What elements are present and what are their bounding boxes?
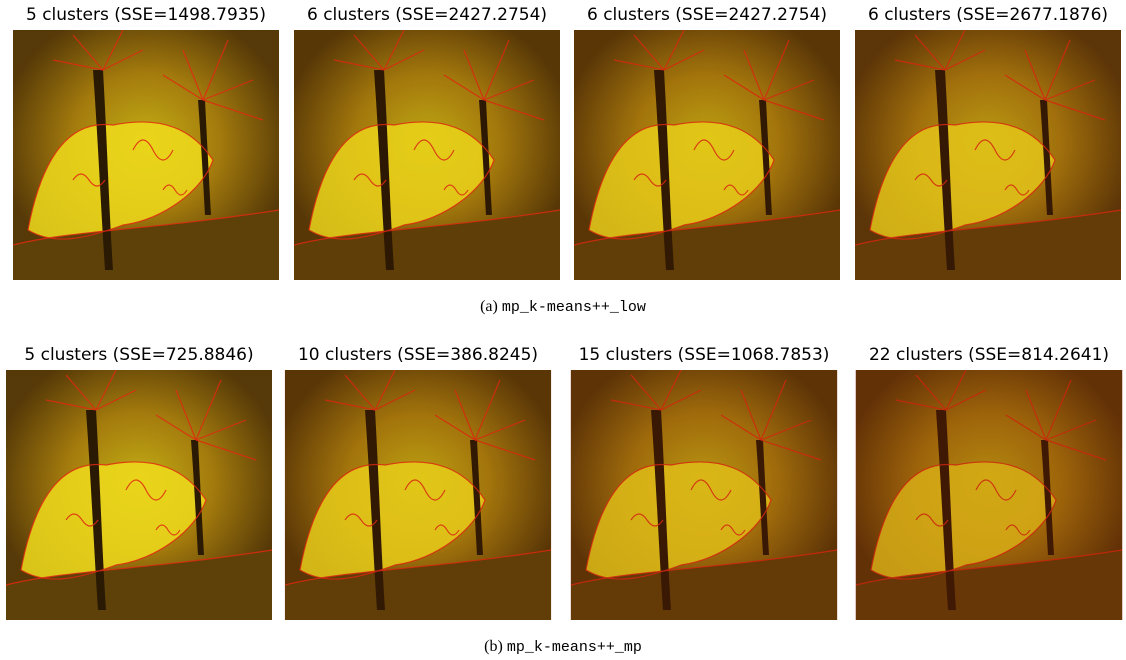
panel-title: 22 clusters (SSE=814.2641) bbox=[839, 345, 1126, 365]
caption-label: (b) bbox=[484, 638, 503, 655]
cluster-image bbox=[294, 30, 560, 280]
caption-label: (a) bbox=[480, 298, 498, 315]
cluster-image bbox=[855, 370, 1123, 620]
figure: 5 clusters (SSE=1498.7935)6 clusters (SS… bbox=[0, 0, 1126, 660]
cluster-image bbox=[5, 370, 273, 620]
panel-title: 10 clusters (SSE=386.8245) bbox=[268, 345, 568, 365]
cluster-image bbox=[284, 370, 552, 620]
panel-title: 5 clusters (SSE=1498.7935) bbox=[0, 5, 296, 25]
panel-title: 15 clusters (SSE=1068.7853) bbox=[554, 345, 854, 365]
caption: (b) mp_k-means++_mp bbox=[0, 638, 1126, 656]
panel-title: 6 clusters (SSE=2677.1876) bbox=[838, 5, 1126, 25]
panel-title: 6 clusters (SSE=2427.2754) bbox=[277, 5, 577, 25]
cluster-image bbox=[574, 30, 840, 280]
panel-title: 6 clusters (SSE=2427.2754) bbox=[557, 5, 857, 25]
caption-method: mp_k-means++_low bbox=[502, 299, 646, 316]
cluster-image bbox=[13, 30, 279, 280]
cluster-image bbox=[570, 370, 838, 620]
caption: (a) mp_k-means++_low bbox=[0, 298, 1126, 316]
caption-method: mp_k-means++_mp bbox=[507, 639, 642, 656]
panel-title: 5 clusters (SSE=725.8846) bbox=[0, 345, 289, 365]
cluster-image bbox=[855, 30, 1121, 280]
